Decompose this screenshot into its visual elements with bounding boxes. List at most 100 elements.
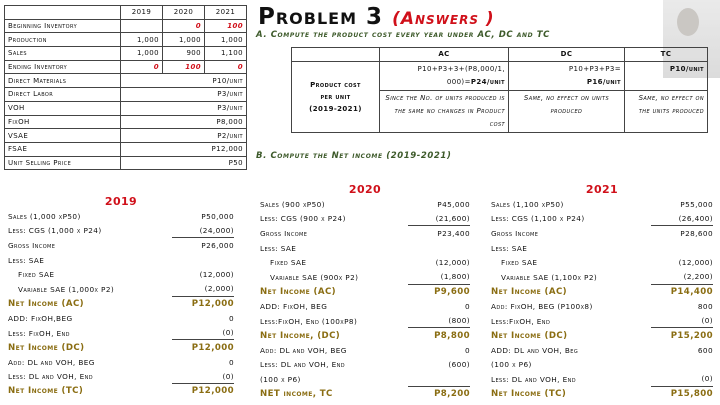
header-tc: TC <box>624 47 708 62</box>
line-amount: (0) <box>651 314 713 329</box>
title-answers: (Answers ) <box>392 9 495 29</box>
row-label: Production <box>4 32 121 48</box>
cost-row: FixOH P8,000 <box>4 114 247 130</box>
line-label: Add: DL and VOH, BEG <box>8 357 95 367</box>
statement-2019: 2019 Sales (1,000 xP50) P50,000 Less: CGS (… <box>8 195 234 399</box>
line-amount: (2,200) <box>651 270 713 285</box>
inventory-row: Sales 1,000 900 1,100 <box>4 46 247 61</box>
cost-value: P3/unit <box>120 87 247 102</box>
line-amount: P15,800 <box>670 389 713 400</box>
line-amount: (1,800) <box>408 270 470 285</box>
row-value <box>120 18 163 34</box>
statement-row: Gross Income P28,600 <box>491 226 713 241</box>
line-amount: (800) <box>408 314 470 329</box>
line-label: Net Income (TC) <box>8 386 84 397</box>
statement-row: Less: CGS (900 x P24) (21,600) <box>260 212 470 227</box>
statement-row: Variable SAE (1,100x P2) (2,200) <box>491 270 713 285</box>
row-value: 100 <box>162 59 205 75</box>
cost-value: P50 <box>120 155 247 171</box>
line-label: Gross Income <box>260 228 308 238</box>
line-label: Variable SAE (900x P2) <box>270 272 359 282</box>
page-title: Problem 3 (Answers ) <box>258 4 495 30</box>
line-amount: 600 <box>697 345 713 355</box>
line-label: Fixed SAE <box>501 258 538 268</box>
line-label: Net Income, (DC) <box>260 330 341 341</box>
statement-row: Less: FixOH, End (0) <box>8 326 234 341</box>
statement-row: Sales (900 xP50) P45,000 <box>260 197 470 212</box>
line-label: Variable SAE (1,000x P2) <box>18 284 115 294</box>
title-main: Problem 3 <box>258 4 384 30</box>
ac-formula-end: 000)= <box>446 78 471 86</box>
given-data-table: 2019 2020 2021 Beginning Inventory 0 100 Produ… <box>4 5 247 171</box>
line-amount: (0) <box>172 326 234 341</box>
line-label: Net Income (AC) <box>260 286 336 297</box>
cost-label: FSAE <box>4 141 121 157</box>
corner-cell <box>291 47 380 62</box>
line-label: Variable SAE (1,100x P2) <box>501 272 598 282</box>
header-row: 2019 2020 2021 <box>4 5 247 20</box>
cost-row: FSAE P12,000 <box>4 141 247 157</box>
cost-value: P3/unit <box>120 100 247 116</box>
statement-row: (100 x P6) <box>491 358 713 373</box>
net-income-row: Net Income, (DC) P8,800 <box>260 328 470 343</box>
statement-row: Less: DL and VOH, End (0) <box>491 372 713 387</box>
dc-formula: P10+P3+P3= <box>568 65 621 73</box>
statement-row: Less:FixOH, End (100xP8) (800) <box>260 314 470 329</box>
line-label: Less:FixOH, End (100xP8) <box>260 316 358 326</box>
part-b-heading: B. Compute the Net income (2019-2021) <box>256 151 452 161</box>
line-label: Less:FixOH, End <box>491 316 551 326</box>
statement-2020: 2020 Sales (900 xP50) P45,000 Less: CGS (90… <box>260 183 470 401</box>
line-label: Less: DL and VOH, End <box>491 374 577 384</box>
row-label: Ending Inventory <box>4 59 121 75</box>
line-amount: 800 <box>697 301 713 311</box>
line-label: Sales (1,100 xP50) <box>491 199 564 209</box>
line-amount <box>651 241 713 256</box>
product-cost-table: AC DC TC Product cost per unit (2019-2021) P… <box>291 47 708 133</box>
line-amount: (600) <box>448 360 470 370</box>
dc-note: Same, no effect on units produced <box>508 90 625 133</box>
statement-row: Less: SAE <box>260 241 470 256</box>
net-income-row: Net Income (TC) P15,800 <box>491 387 713 402</box>
line-amount: (2,000) <box>172 282 234 297</box>
line-label: Less: SAE <box>260 243 297 253</box>
row-label: Beginning Inventory <box>4 18 121 34</box>
presenter-face <box>677 8 699 36</box>
line-amount: (12,000) <box>678 258 713 268</box>
row-value: 0 <box>162 18 205 34</box>
row-value: 900 <box>162 46 205 61</box>
row-label: Sales <box>4 46 121 61</box>
row-value: 1,000 <box>120 46 163 61</box>
net-income-row: Net Income (AC) P14,400 <box>491 285 713 300</box>
net-income-row: Net Income (TC) P12,000 <box>8 384 234 399</box>
line-amount: 0 <box>464 301 470 311</box>
year-header: 2021 <box>204 5 247 20</box>
inventory-row: Ending Inventory 0 100 0 <box>4 59 247 75</box>
line-label: Gross Income <box>8 240 56 250</box>
line-amount: P55,000 <box>680 199 713 209</box>
line-label: Less: DL and VOH, End <box>8 372 94 382</box>
ac-note: Since the No. of units produced is the s… <box>379 90 509 133</box>
row-value: 1,100 <box>204 46 247 61</box>
line-amount: P45,000 <box>437 199 470 209</box>
header-ac: AC <box>379 47 509 62</box>
dc-cost: P10+P3+P3= P16/unit <box>508 61 625 91</box>
line-amount: P14,400 <box>670 286 713 297</box>
year-header: 2020 <box>162 5 205 20</box>
tc-cost: P10/unit <box>624 61 708 91</box>
cost-label: VOH <box>4 100 121 116</box>
statement-row: Variable SAE (900x P2) (1,800) <box>260 270 470 285</box>
row-value: 100 <box>204 18 247 34</box>
statement-row: Variable SAE (1,000x P2) (2,000) <box>8 282 234 297</box>
line-label: Sales (900 xP50) <box>260 199 325 209</box>
statement-row: (100 x P6) <box>260 372 470 387</box>
tc-result: P10/unit <box>669 65 704 73</box>
cost-label: Direct Materials <box>4 73 121 89</box>
net-income-row: Net Income (AC) P9,600 <box>260 285 470 300</box>
line-label: NET income, TC <box>260 389 333 400</box>
inventory-row: Beginning Inventory 0 100 <box>4 18 247 34</box>
line-amount <box>408 372 470 387</box>
line-amount: (0) <box>651 372 713 387</box>
cost-row: Unit Selling Price P50 <box>4 155 247 171</box>
line-label: Net Income (DC) <box>491 330 568 341</box>
cost-value: P10/unit <box>120 73 247 89</box>
